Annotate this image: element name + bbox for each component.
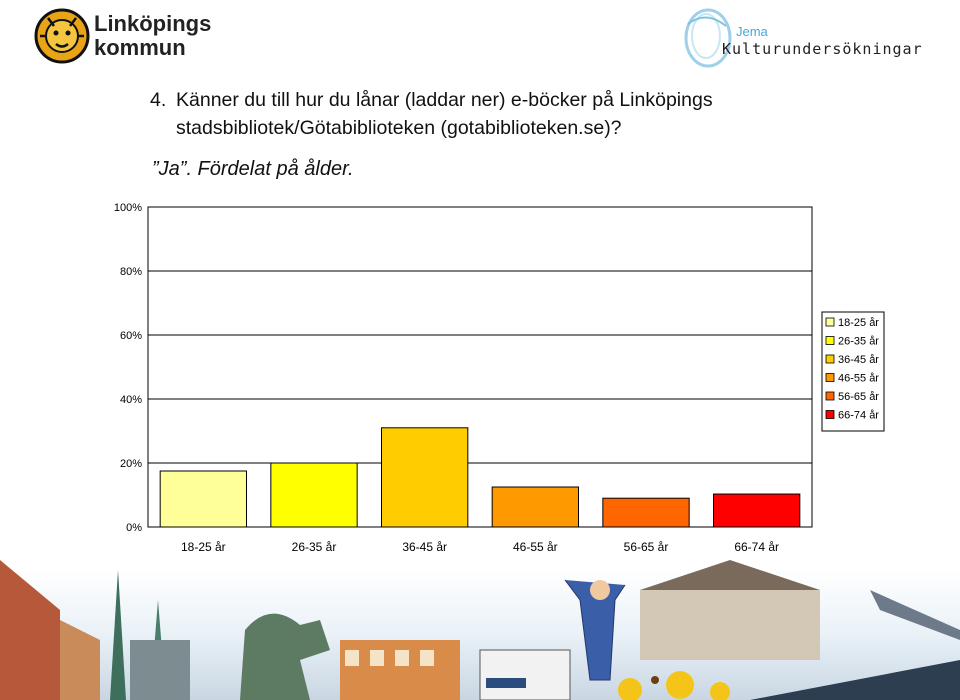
swirl-icon: [684, 8, 732, 68]
bar-chart: 0% 20% 40% 60% 80% 100% 18-25 år 26-35 år 36-45 …: [114, 202, 885, 554]
legend-swatch: [825, 336, 835, 345]
legend-label: 18-25 år: [838, 317, 879, 329]
logo-left-line2: kommun: [94, 35, 186, 60]
linkoping-logo: Linköpings kommun: [30, 6, 230, 66]
jema-logo: Jema Kulturundersökningar: [676, 4, 946, 70]
bars: [159, 427, 801, 528]
question-line2: stadsbibliotek/Götabiblioteken (gotabibl…: [176, 117, 622, 139]
y-tick-label: 20%: [120, 458, 142, 470]
x-tick-label: 46-55 år: [513, 540, 558, 554]
chart-subtitle: ”Ja”. Fördelat på ålder.: [152, 158, 354, 180]
kulturundersokningar-text: Kulturundersökningar: [722, 40, 923, 58]
gridlines: [148, 206, 812, 528]
legend-swatch: [825, 391, 835, 401]
legend-swatch: [825, 317, 835, 327]
x-tick-label: 56-65 år: [624, 540, 669, 554]
lion-icon: [34, 8, 90, 64]
logo-left-line1: Linköpings: [94, 11, 212, 36]
question-line1: Känner du till hur du lånar (laddar ner)…: [176, 89, 713, 111]
y-tick-label: 60%: [120, 330, 142, 342]
plot-area-border: [147, 206, 813, 528]
legend-swatch: [825, 354, 835, 364]
question-number: 4.: [150, 89, 167, 111]
city-collage-image: [0, 560, 960, 700]
bar: [159, 470, 247, 528]
legend-label: 66-74 år: [838, 410, 879, 422]
x-tick-label: 26-35 år: [292, 540, 337, 554]
legend-swatch: [825, 410, 835, 419]
legend-label: 26-35 år: [838, 336, 879, 348]
legend-label: 46-55 år: [838, 373, 879, 385]
bar: [491, 486, 579, 528]
y-tick-label: 0%: [126, 522, 142, 534]
y-tick-label: 40%: [120, 394, 142, 406]
bar: [381, 427, 469, 528]
bar: [713, 493, 801, 528]
legend: 18-25 år 26-35 år 36-45 år 46-55 år 56-65 år…: [821, 311, 885, 432]
jema-text: Jema: [736, 24, 768, 39]
x-tick-label: 18-25 år: [181, 540, 226, 554]
legend-label: 36-45 år: [838, 354, 879, 366]
bar: [270, 462, 358, 528]
x-tick-label: 36-45 år: [402, 540, 447, 554]
legend-label: 56-65 år: [838, 391, 879, 403]
y-tick-label: 100%: [114, 202, 142, 214]
tick-labels: 0% 20% 40% 60% 80% 100% 18-25 år 26-35 år 36-45 …: [114, 202, 779, 554]
bar: [602, 497, 690, 528]
legend-swatch: [825, 373, 835, 382]
x-tick-label: 66-74 år: [734, 540, 779, 554]
axes: [147, 206, 813, 528]
question-title: 4. Känner du till hur du lånar (laddar ne…: [150, 86, 850, 142]
y-tick-label: 80%: [120, 266, 142, 278]
